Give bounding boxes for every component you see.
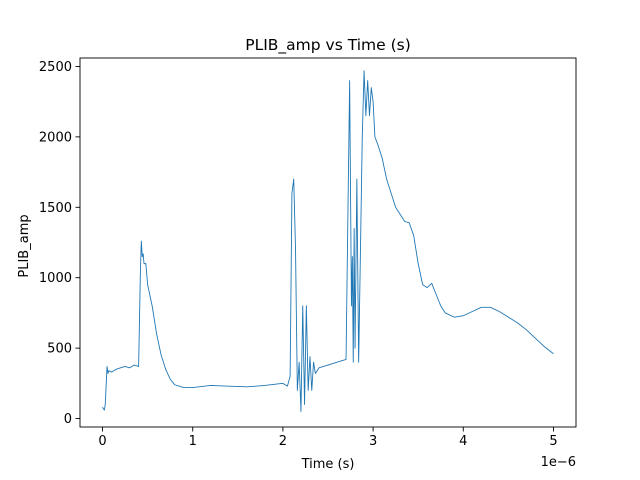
x-tick-label: 3 (369, 434, 377, 449)
y-tick-label: 2500 (39, 60, 72, 75)
axes-frame (79, 57, 577, 428)
y-tick-label: 1500 (39, 201, 72, 216)
x-tick-label: 4 (459, 434, 467, 449)
y-axis-title: PLIB_amp (17, 214, 32, 277)
plot-area: 0 1 2 3 4 5 0 500 1000 1500 2000 2500 (39, 57, 577, 449)
y-tick-label: 2000 (39, 130, 72, 145)
x-tick-label: 1 (189, 434, 197, 449)
y-tick-label: 500 (47, 342, 72, 357)
x-tick-label: 2 (279, 434, 287, 449)
x-axis-offset-label: 1e−6 (541, 455, 576, 470)
series-line-0 (102, 70, 554, 412)
x-tick-label: 5 (549, 434, 557, 449)
y-tick-label: 0 (64, 412, 72, 427)
x-tick-label: 0 (98, 434, 106, 449)
chart-title: PLIB_amp vs Time (s) (245, 36, 411, 55)
y-tick-label: 1000 (39, 271, 72, 286)
x-axis-title: Time (s) (301, 457, 355, 472)
